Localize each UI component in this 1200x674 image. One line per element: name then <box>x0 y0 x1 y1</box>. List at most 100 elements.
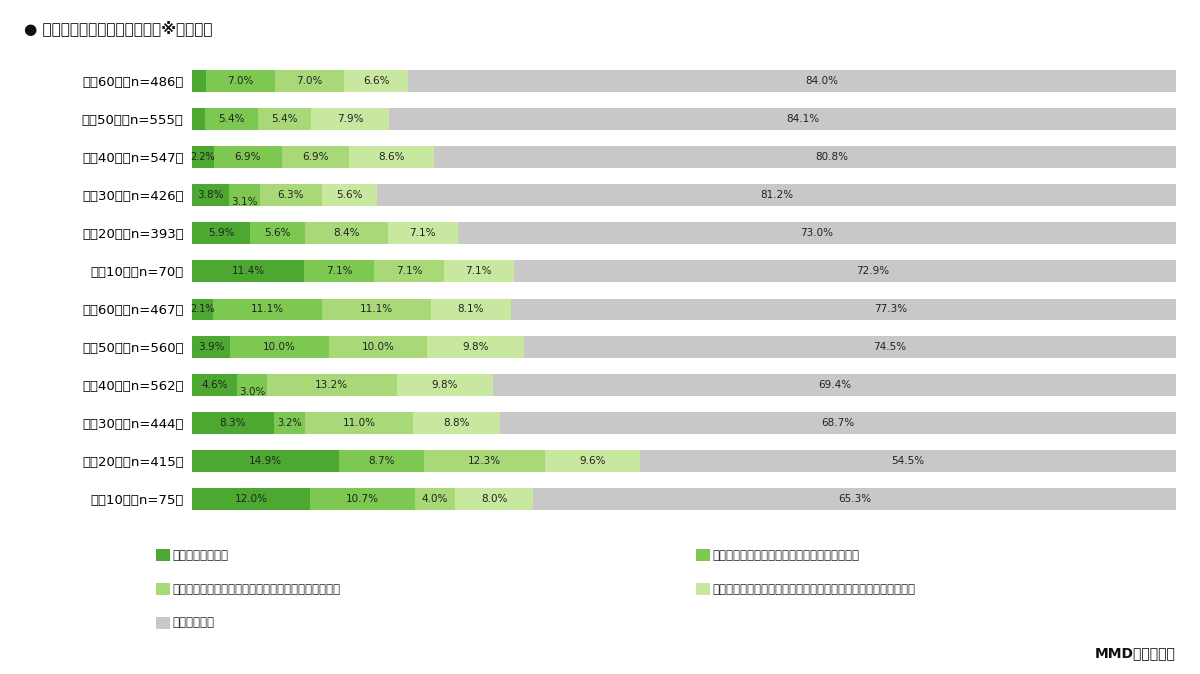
Text: 6.6%: 6.6% <box>362 75 389 86</box>
Text: 10.7%: 10.7% <box>347 494 379 504</box>
Text: 7.0%: 7.0% <box>296 75 323 86</box>
Bar <box>425 450 545 472</box>
Bar <box>192 374 238 396</box>
Bar <box>192 146 214 168</box>
Bar <box>415 488 455 510</box>
Text: ● ことら送金の認知度（単数）※性年代別: ● ことら送金の認知度（単数）※性年代別 <box>24 20 212 36</box>
Bar <box>282 146 349 168</box>
Bar <box>212 298 322 320</box>
Bar <box>413 412 500 434</box>
Text: 2.1%: 2.1% <box>190 304 215 314</box>
Text: 5.4%: 5.4% <box>218 114 245 123</box>
Text: 13.2%: 13.2% <box>316 380 348 390</box>
Text: 7.1%: 7.1% <box>396 266 422 276</box>
Bar <box>349 146 434 168</box>
Bar <box>374 259 444 282</box>
Bar <box>192 298 212 320</box>
Text: 2.2%: 2.2% <box>191 152 215 162</box>
Bar <box>397 374 493 396</box>
Text: 65.3%: 65.3% <box>838 494 871 504</box>
Bar <box>192 108 205 129</box>
Text: 73.0%: 73.0% <box>800 228 833 238</box>
Text: 6.9%: 6.9% <box>234 152 260 162</box>
Bar <box>457 222 1176 244</box>
Bar <box>192 336 230 358</box>
Text: 7.9%: 7.9% <box>337 114 364 123</box>
Bar <box>275 69 343 92</box>
Text: 81.2%: 81.2% <box>760 189 793 200</box>
Text: 84.0%: 84.0% <box>805 75 839 86</box>
Text: 8.8%: 8.8% <box>444 418 470 428</box>
Text: 72.9%: 72.9% <box>856 266 889 276</box>
Bar <box>434 146 1200 168</box>
Bar <box>305 222 388 244</box>
Text: 3.8%: 3.8% <box>198 189 224 200</box>
Bar <box>304 259 374 282</box>
Bar <box>322 298 431 320</box>
Text: 8.6%: 8.6% <box>378 152 406 162</box>
Text: 84.1%: 84.1% <box>786 114 820 123</box>
Text: 3.0%: 3.0% <box>239 387 265 397</box>
Bar <box>322 184 377 206</box>
Text: 9.8%: 9.8% <box>432 380 458 390</box>
Text: 4.6%: 4.6% <box>202 380 228 390</box>
Bar <box>514 259 1200 282</box>
Text: 5.9%: 5.9% <box>208 228 234 238</box>
Bar <box>338 450 425 472</box>
Text: 9.6%: 9.6% <box>580 456 606 466</box>
Text: 8.1%: 8.1% <box>457 304 485 314</box>
Bar <box>214 146 282 168</box>
Text: 69.4%: 69.4% <box>818 380 851 390</box>
Bar <box>205 69 275 92</box>
Text: 80.8%: 80.8% <box>815 152 848 162</box>
Text: 12.0%: 12.0% <box>234 494 268 504</box>
Bar <box>408 69 1200 92</box>
Text: 5.6%: 5.6% <box>264 228 290 238</box>
Bar <box>192 290 1176 299</box>
Text: 5.6%: 5.6% <box>336 189 362 200</box>
Bar <box>258 108 311 129</box>
Bar <box>329 336 427 358</box>
Bar <box>305 412 413 434</box>
Text: MMD研究所調べ: MMD研究所調べ <box>1096 646 1176 661</box>
Bar <box>388 222 457 244</box>
Bar <box>192 184 229 206</box>
Bar <box>389 108 1200 129</box>
Bar <box>311 108 389 129</box>
Text: 11.1%: 11.1% <box>251 304 284 314</box>
Bar <box>205 108 258 129</box>
Bar <box>238 374 266 396</box>
Text: 5.4%: 5.4% <box>271 114 298 123</box>
Bar <box>377 184 1176 206</box>
Bar <box>444 259 514 282</box>
Text: だいたいどんなものか分かるが、利用したことはない: だいたいどんなものか分かるが、利用したことはない <box>173 582 341 596</box>
Text: 利用したことはあるが、現在は利用していない: 利用したことはあるが、現在は利用していない <box>713 549 859 562</box>
Text: 9.8%: 9.8% <box>462 342 488 352</box>
Text: 74.5%: 74.5% <box>874 342 907 352</box>
Bar <box>260 184 322 206</box>
Bar <box>192 69 205 92</box>
Text: 言葉は聞いたことがあるが、サービス名称・内容はよく知らない: 言葉は聞いたことがあるが、サービス名称・内容はよく知らない <box>713 582 916 596</box>
Text: 11.0%: 11.0% <box>343 418 376 428</box>
Bar <box>534 488 1176 510</box>
Text: 6.3%: 6.3% <box>277 189 304 200</box>
Bar <box>250 222 305 244</box>
Bar <box>230 336 329 358</box>
Text: 3.9%: 3.9% <box>198 342 224 352</box>
Text: 4.0%: 4.0% <box>422 494 449 504</box>
Bar <box>343 69 408 92</box>
Text: 7.1%: 7.1% <box>326 266 353 276</box>
Bar <box>266 374 397 396</box>
Bar <box>500 412 1176 434</box>
Text: 14.9%: 14.9% <box>248 456 282 466</box>
Bar <box>427 336 523 358</box>
Text: 8.7%: 8.7% <box>368 456 395 466</box>
Text: 8.0%: 8.0% <box>481 494 508 504</box>
Text: 3.2%: 3.2% <box>277 418 301 428</box>
Text: 7.1%: 7.1% <box>466 266 492 276</box>
Bar <box>523 336 1200 358</box>
Text: 6.9%: 6.9% <box>302 152 329 162</box>
Text: 10.0%: 10.0% <box>263 342 296 352</box>
Text: 12.3%: 12.3% <box>468 456 502 466</box>
Text: 7.1%: 7.1% <box>409 228 436 238</box>
